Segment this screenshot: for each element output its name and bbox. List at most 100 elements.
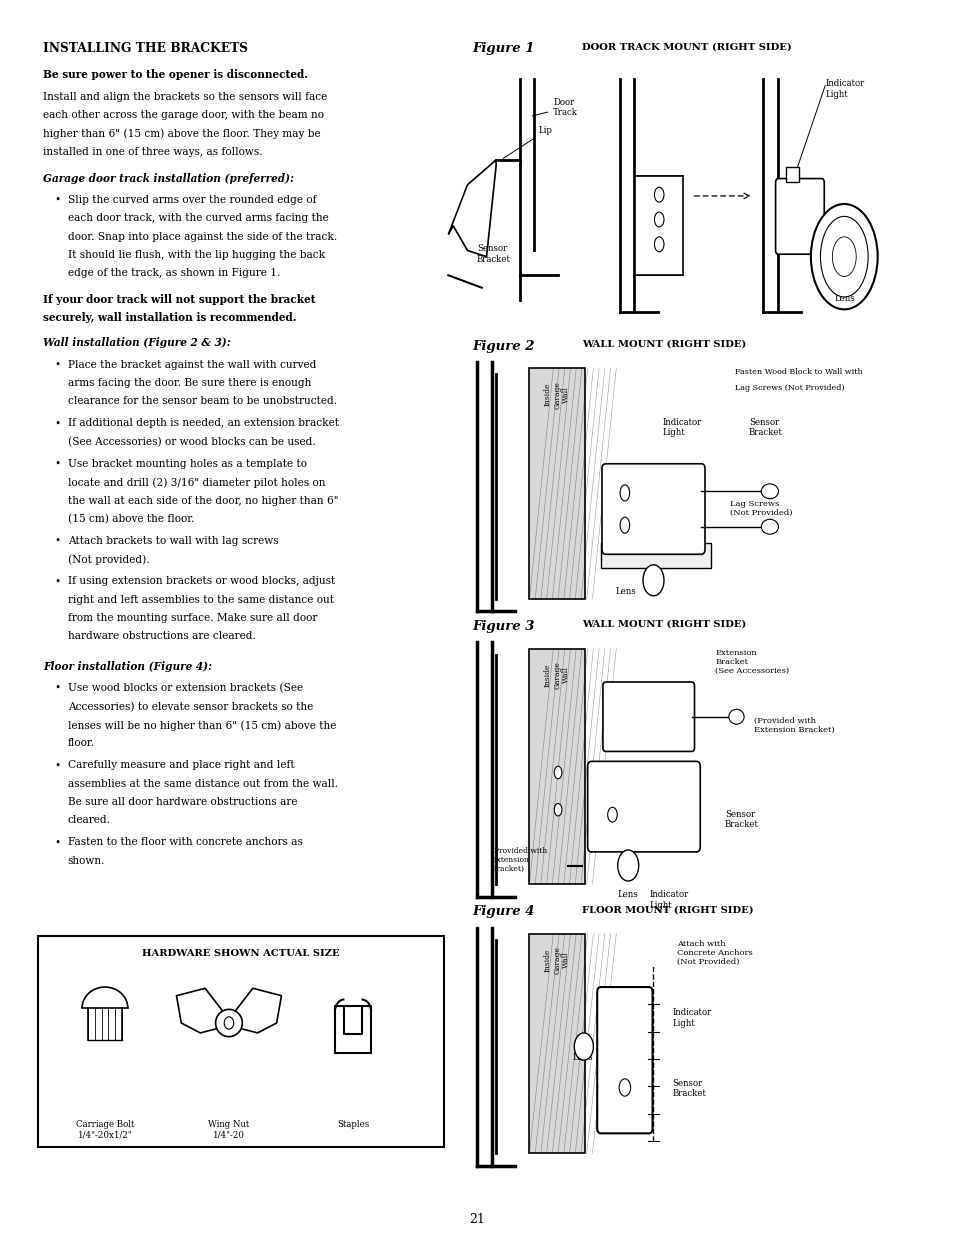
Bar <box>529 368 584 599</box>
FancyBboxPatch shape <box>635 176 682 275</box>
Text: DOOR TRACK MOUNT (RIGHT SIDE): DOOR TRACK MOUNT (RIGHT SIDE) <box>581 42 791 51</box>
Bar <box>529 649 584 884</box>
Text: door. Snap into place against the side of the track.: door. Snap into place against the side o… <box>68 232 336 242</box>
Polygon shape <box>448 160 496 257</box>
Text: (Provided with
Extension
Bracket): (Provided with Extension Bracket) <box>491 847 547 873</box>
Bar <box>529 934 584 1153</box>
Text: HARDWARE SHOWN ACTUAL SIZE: HARDWARE SHOWN ACTUAL SIZE <box>142 949 339 957</box>
Text: Use bracket mounting holes as a template to: Use bracket mounting holes as a template… <box>68 459 307 469</box>
Bar <box>785 167 799 182</box>
Text: It should lie flush, with the lip hugging the back: It should lie flush, with the lip huggin… <box>68 250 325 260</box>
Text: Carriage Bolt
1/4"-20x1/2": Carriage Bolt 1/4"-20x1/2" <box>75 1120 134 1140</box>
Text: Install and align the brackets so the sensors will face: Install and align the brackets so the se… <box>43 92 327 102</box>
Text: Place the bracket against the wall with curved: Place the bracket against the wall with … <box>68 360 315 370</box>
Text: clearance for the sensor beam to be unobstructed.: clearance for the sensor beam to be unob… <box>68 397 336 407</box>
Text: Figure 2: Figure 2 <box>472 340 535 352</box>
Text: INSTALLING THE BRACKETS: INSTALLING THE BRACKETS <box>43 42 248 55</box>
Ellipse shape <box>642 564 663 595</box>
FancyBboxPatch shape <box>775 179 823 254</box>
Ellipse shape <box>760 484 778 498</box>
Ellipse shape <box>619 517 629 533</box>
Text: Lag Screws
(Not Provided): Lag Screws (Not Provided) <box>729 500 792 517</box>
Text: •: • <box>54 195 61 205</box>
Text: Indicator
Light: Indicator Light <box>824 79 863 99</box>
Text: Be sure all door hardware obstructions are: Be sure all door hardware obstructions a… <box>68 797 297 807</box>
Text: edge of the track, as shown in Figure 1.: edge of the track, as shown in Figure 1. <box>68 268 280 278</box>
Text: Indicator
Light: Indicator Light <box>672 1008 711 1028</box>
Ellipse shape <box>654 212 663 227</box>
Text: hardware obstructions are cleared.: hardware obstructions are cleared. <box>68 631 255 641</box>
FancyBboxPatch shape <box>38 936 443 1147</box>
Text: Lens: Lens <box>834 294 855 303</box>
Text: WALL MOUNT (RIGHT SIDE): WALL MOUNT (RIGHT SIDE) <box>581 340 745 348</box>
Ellipse shape <box>554 766 561 779</box>
Text: Figure 3: Figure 3 <box>472 620 535 632</box>
Text: Floor installation (Figure 4):: Floor installation (Figure 4): <box>43 661 212 672</box>
Text: from the mounting surface. Make sure all door: from the mounting surface. Make sure all… <box>68 613 316 622</box>
FancyBboxPatch shape <box>597 987 652 1133</box>
Text: Figure 1: Figure 1 <box>472 42 535 55</box>
Text: •: • <box>54 760 61 770</box>
Text: Use wood blocks or extension brackets (See: Use wood blocks or extension brackets (S… <box>68 683 302 693</box>
Text: 21: 21 <box>469 1213 484 1225</box>
Text: (See Accessories) or wood blocks can be used.: (See Accessories) or wood blocks can be … <box>68 436 315 448</box>
Text: Lens: Lens <box>618 890 638 899</box>
Ellipse shape <box>619 485 629 501</box>
Text: Sensor
Bracket: Sensor Bracket <box>748 418 782 438</box>
Text: cleared.: cleared. <box>68 816 111 826</box>
Text: Slip the curved arms over the rounded edge of: Slip the curved arms over the rounded ed… <box>68 195 315 205</box>
Text: locate and drill (2) 3/16" diameter pilot holes on: locate and drill (2) 3/16" diameter pilo… <box>68 477 325 487</box>
Text: Inside
Garage
Wall: Inside Garage Wall <box>543 946 570 973</box>
Text: securely, wall installation is recommended.: securely, wall installation is recommend… <box>43 312 296 324</box>
Text: each other across the garage door, with the beam no: each other across the garage door, with … <box>43 110 324 120</box>
Text: If additional depth is needed, an extension bracket: If additional depth is needed, an extens… <box>68 418 338 428</box>
Text: each door track, with the curved arms facing the: each door track, with the curved arms fa… <box>68 213 328 223</box>
Text: If your door track will not support the bracket: If your door track will not support the … <box>43 294 315 305</box>
Text: Door
Track: Door Track <box>532 98 578 118</box>
Text: (Not provided).: (Not provided). <box>68 554 150 565</box>
Text: Indicator
Light: Indicator Light <box>662 418 701 438</box>
Text: Sensor
Bracket: Sensor Bracket <box>476 244 511 264</box>
Ellipse shape <box>654 237 663 252</box>
Ellipse shape <box>215 1009 242 1037</box>
Ellipse shape <box>831 237 856 277</box>
Text: Inside
Garage
Wall: Inside Garage Wall <box>543 661 570 688</box>
Text: Extension
Bracket
(See Accessories): Extension Bracket (See Accessories) <box>715 649 789 675</box>
Text: •: • <box>54 459 61 469</box>
Text: WALL MOUNT (RIGHT SIDE): WALL MOUNT (RIGHT SIDE) <box>581 620 745 629</box>
Ellipse shape <box>574 1033 593 1060</box>
Text: floor.: floor. <box>68 738 94 748</box>
Ellipse shape <box>654 187 663 202</box>
Ellipse shape <box>820 216 867 296</box>
Text: Wing Nut
1/4"-20: Wing Nut 1/4"-20 <box>208 1120 250 1140</box>
Ellipse shape <box>224 1017 233 1029</box>
Text: Attach with
Concrete Anchors
(Not Provided): Attach with Concrete Anchors (Not Provid… <box>677 940 752 966</box>
Text: If using extension brackets or wood blocks, adjust: If using extension brackets or wood bloc… <box>68 577 335 587</box>
Text: the wall at each side of the door, no higher than 6": the wall at each side of the door, no hi… <box>68 496 338 506</box>
Text: FLOOR MOUNT (RIGHT SIDE): FLOOR MOUNT (RIGHT SIDE) <box>581 905 753 914</box>
Ellipse shape <box>760 520 778 534</box>
Text: •: • <box>54 536 61 546</box>
Text: Garage door track installation (preferred):: Garage door track installation (preferre… <box>43 172 294 184</box>
Text: Indicator
Light: Indicator Light <box>648 890 688 910</box>
Text: (15 cm) above the floor.: (15 cm) above the floor. <box>68 513 194 525</box>
Text: Fasten to the floor with concrete anchors as: Fasten to the floor with concrete anchor… <box>68 837 302 847</box>
Ellipse shape <box>607 807 617 822</box>
Text: •: • <box>54 418 61 428</box>
FancyBboxPatch shape <box>602 682 694 751</box>
Bar <box>600 543 710 568</box>
Text: Sensor
Bracket: Sensor Bracket <box>724 810 759 830</box>
Text: Figure 4: Figure 4 <box>472 905 535 918</box>
Text: Staples: Staples <box>336 1120 369 1128</box>
FancyBboxPatch shape <box>601 464 704 554</box>
Text: Fasten Wood Block to Wall with: Fasten Wood Block to Wall with <box>734 368 862 376</box>
Ellipse shape <box>810 203 877 310</box>
Text: Accessories) to elevate sensor brackets so the: Accessories) to elevate sensor brackets … <box>68 702 313 712</box>
Text: lenses will be no higher than 6" (15 cm) above the: lenses will be no higher than 6" (15 cm)… <box>68 720 335 730</box>
Ellipse shape <box>618 1079 630 1096</box>
FancyBboxPatch shape <box>587 761 700 852</box>
Text: right and left assemblies to the same distance out: right and left assemblies to the same di… <box>68 595 334 605</box>
Text: installed in one of three ways, as follows.: installed in one of three ways, as follo… <box>43 146 262 156</box>
Text: Sensor
Bracket: Sensor Bracket <box>672 1079 706 1099</box>
Text: shown.: shown. <box>68 856 105 866</box>
